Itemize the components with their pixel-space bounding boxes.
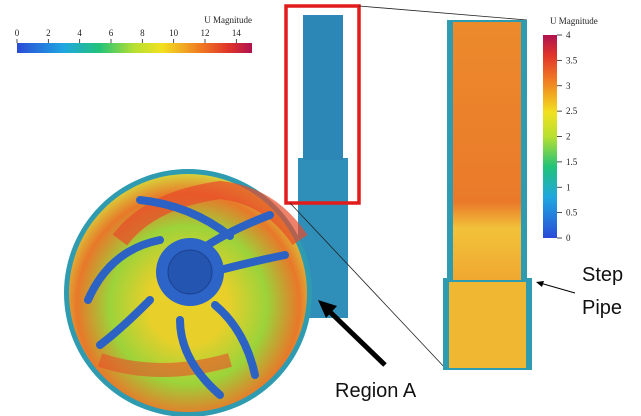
colorbar-tick-label: 4 [77, 28, 82, 38]
colorbar-tick-label: 14 [232, 28, 242, 38]
hub-inner [168, 250, 212, 294]
colorbar-tick-label: 1.5 [566, 157, 578, 167]
zoom-pipe [443, 20, 532, 370]
colorbar-tick-label: 3 [566, 81, 571, 91]
colorbar-title: U Magnitude [550, 16, 598, 26]
colorbar-tick-label: 1 [566, 182, 571, 192]
colorbar-vertical [543, 35, 557, 238]
colorbar-tick-label: 10 [169, 28, 179, 38]
pipe-flow [453, 22, 521, 280]
colorbar-tick-label: 12 [201, 28, 210, 38]
colorbar-tick-label: 2.5 [566, 106, 578, 116]
step-label: Step [582, 264, 623, 286]
colorbar-title: U Magnitude [204, 15, 252, 25]
colorbar-tick-label: 6 [109, 28, 114, 38]
colorbar-tick-label: 0.5 [566, 208, 578, 218]
pump-render [64, 15, 348, 416]
region-label: Region A [335, 380, 417, 402]
colorbar-tick-label: 2 [46, 28, 51, 38]
arrow-head [536, 281, 544, 287]
colorbar-horizontal [17, 43, 252, 53]
colorbar-tick-label: 8 [140, 28, 145, 38]
pipe-step-flow [449, 282, 526, 368]
step-label: Pipe [582, 297, 622, 319]
colorbar-tick-label: 4 [566, 30, 571, 40]
colorbar-tick-label: 0 [15, 28, 20, 38]
figure: Region A Step Pipe U Magnitude U Magnitu… [0, 0, 641, 416]
arrow [328, 310, 385, 365]
zoom-line [359, 6, 527, 20]
arrow [540, 283, 575, 293]
colorbar-tick-label: 2 [566, 132, 571, 142]
colorbar-tick-label: 3.5 [566, 55, 578, 65]
colorbar-tick-label: 0 [566, 233, 571, 243]
outlet-upper [303, 15, 343, 160]
